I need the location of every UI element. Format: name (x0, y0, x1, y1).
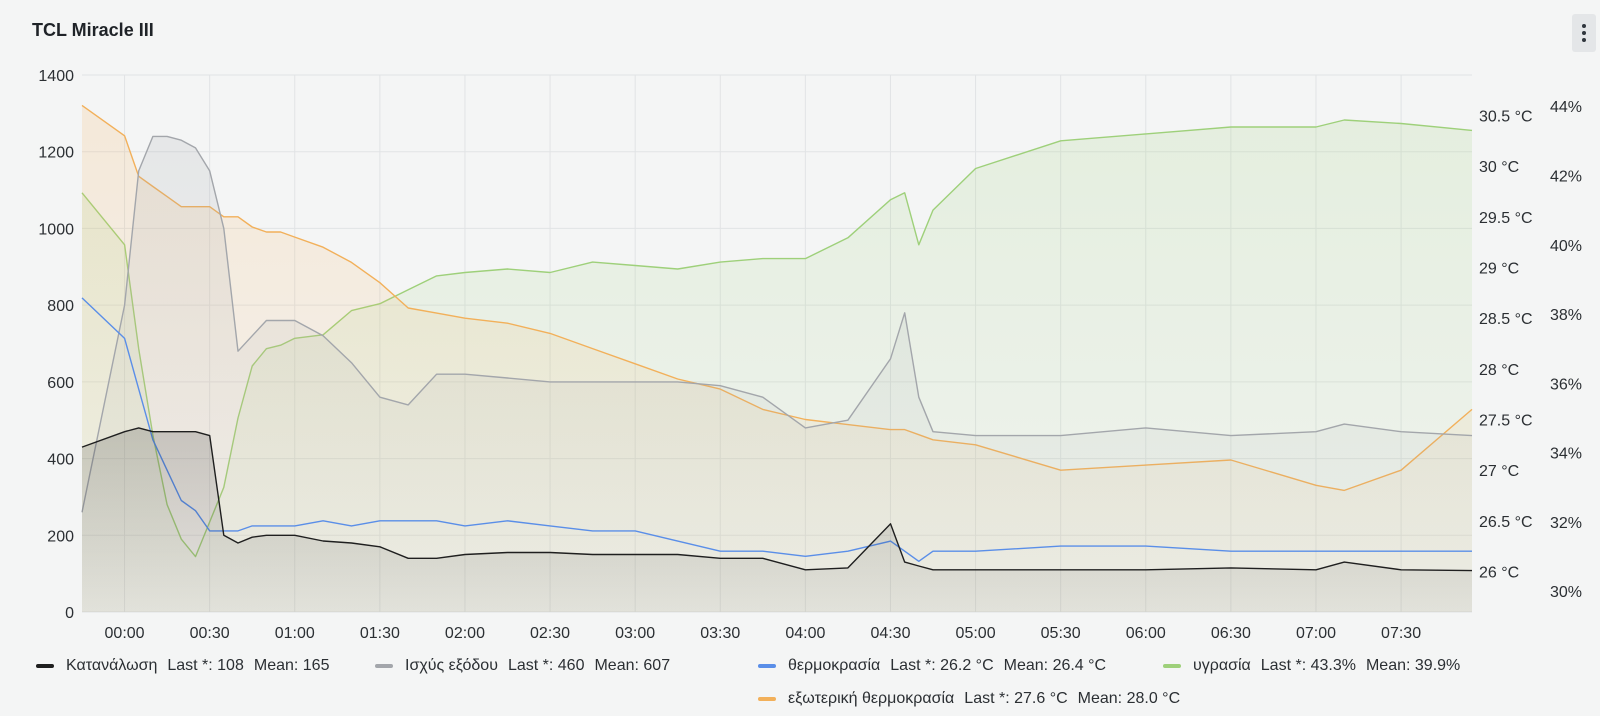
legend-last-value: 460 (557, 657, 585, 674)
legend-mean-label: Mean: (1003, 657, 1049, 674)
x-axis-tick-label: 02:30 (530, 625, 570, 640)
legend-mean-value: 39.9% (1414, 657, 1461, 674)
legend-series-name: υγρασία (1193, 657, 1251, 674)
legend-last-label: Last *: (890, 657, 936, 674)
legend-last-value: 108 (217, 657, 244, 674)
legend-mean-value: 26.4 °C (1052, 657, 1107, 674)
legend-series-name: θερμοκρασία (788, 657, 881, 674)
y-axis-left-tick-label: 400 (47, 452, 74, 469)
y-axis-left-tick-label: 1400 (38, 68, 74, 85)
legend-last-label: Last *: (1260, 657, 1307, 674)
legend-mean-value: 28.0 °C (1126, 690, 1181, 707)
legend-item-temperature[interactable]: θερμοκρασία Last *: 26.2 °C Mean: 26.4 °… (758, 657, 1106, 675)
legend-item-consumption[interactable]: Κατανάλωση Last *: 108 Mean: 165 (36, 657, 329, 675)
y-axis-temp-tick-label: 26 °C (1479, 564, 1519, 581)
legend-swatch (758, 664, 776, 668)
y-axis-left-tick-label: 1200 (38, 145, 74, 162)
y-axis-temp-tick-label: 29.5 °C (1479, 210, 1533, 227)
y-axis-temp-tick-label: 28 °C (1479, 362, 1519, 379)
panel-menu-button[interactable] (1572, 14, 1596, 52)
y-axis-left-tick-label: 600 (47, 375, 74, 392)
legend-swatch (36, 664, 54, 668)
legend-last-label: Last *: (507, 657, 554, 674)
y-axis-humidity-tick-label: 30% (1550, 584, 1582, 601)
series-area-0 (82, 427, 1472, 612)
legend-swatch (758, 697, 776, 701)
x-axis-tick-label: 04:30 (870, 625, 910, 640)
legend-mean-label: Mean: (1365, 657, 1411, 674)
timeseries-chart[interactable]: 0 200 400 600 800 1000 1200 1400 00:00 00:30 01:00… (0, 0, 1600, 640)
legend-swatch (375, 664, 393, 668)
y-axis-temp-tick-label: 27.5 °C (1479, 412, 1533, 429)
y-axis-humidity-tick-label: 34% (1550, 446, 1582, 463)
x-axis-tick-label: 00:00 (105, 625, 145, 640)
x-axis-tick-label: 03:30 (700, 625, 740, 640)
x-axis-tick-label: 00:30 (190, 625, 230, 640)
x-axis-tick-label: 03:00 (615, 625, 655, 640)
series-line-1 (81, 135, 1473, 513)
menu-dot-icon (1582, 38, 1586, 42)
legend-series-name: Ισχύς εξόδου (405, 657, 498, 674)
panel-title: TCL Miracle III (32, 20, 154, 40)
y-axis-left-tick-label: 0 (65, 605, 74, 622)
legend-series-name: εξωτερική θερμοκρασία (788, 690, 955, 707)
legend-swatch (1163, 664, 1181, 668)
legend-mean-value: 165 (302, 657, 330, 674)
y-axis-temp-tick-label: 29 °C (1479, 261, 1519, 278)
legend-mean-value: 607 (643, 657, 671, 674)
x-axis-tick-label: 04:00 (785, 625, 825, 640)
y-axis-temp-tick-label: 27 °C (1479, 463, 1519, 480)
x-axis-tick-label: 06:30 (1211, 625, 1251, 640)
legend-item-outdoor-temperature[interactable]: εξωτερική θερμοκρασία Last *: 27.6 °C Me… (758, 690, 1180, 708)
y-axis-temp-tick-label: 30.5 °C (1479, 109, 1533, 126)
y-axis-humidity-tick-label: 38% (1550, 307, 1582, 324)
legend-item-output-power[interactable]: Ισχύς εξόδου Last *: 460 Mean: 607 (375, 657, 670, 675)
legend-last-label: Last *: (167, 657, 213, 674)
x-axis-tick-label: 06:00 (1126, 625, 1166, 640)
y-axis-humidity-tick-label: 44% (1550, 99, 1582, 116)
y-axis-humidity-tick-label: 42% (1550, 168, 1582, 185)
x-axis-tick-label: 07:30 (1381, 625, 1421, 640)
y-axis-left-tick-label: 1000 (38, 221, 74, 238)
legend-last-value: 43.3% (1310, 657, 1356, 674)
y-axis-temp-tick-label: 26.5 °C (1479, 514, 1533, 531)
x-axis-tick-label: 07:00 (1296, 625, 1336, 640)
legend-last-label: Last *: (964, 690, 1010, 707)
y-axis-temp-tick-label: 30 °C (1479, 159, 1519, 176)
legend-mean-label: Mean: (594, 657, 639, 674)
series-area-1 (82, 136, 1472, 612)
menu-dot-icon (1582, 31, 1586, 35)
y-axis-left-tick-label: 200 (47, 528, 74, 545)
x-axis-tick-label: 05:30 (1041, 625, 1081, 640)
x-axis-tick-label: 02:00 (445, 625, 485, 640)
y-axis-humidity-tick-label: 40% (1550, 238, 1582, 255)
legend-mean-label: Mean: (1077, 690, 1123, 707)
legend-series-name: Κατανάλωση (66, 657, 158, 674)
y-axis-humidity-tick-label: 32% (1550, 515, 1582, 532)
y-axis-temp-tick-label: 28.5 °C (1479, 311, 1533, 328)
menu-dot-icon (1582, 24, 1586, 28)
legend-mean-label: Mean: (253, 657, 299, 674)
series-line-0 (81, 427, 1473, 572)
y-axis-left-tick-label: 800 (47, 298, 74, 315)
x-axis-tick-label: 01:30 (360, 625, 400, 640)
y-axis-humidity-tick-label: 36% (1550, 376, 1582, 393)
legend-item-humidity[interactable]: υγρασία Last *: 43.3% Mean: 39.9% (1163, 657, 1460, 675)
x-axis-tick-label: 01:00 (275, 625, 315, 640)
legend-last-value: 27.6 °C (1014, 690, 1068, 707)
legend-last-value: 26.2 °C (940, 657, 994, 674)
x-axis-tick-label: 05:00 (956, 625, 996, 640)
